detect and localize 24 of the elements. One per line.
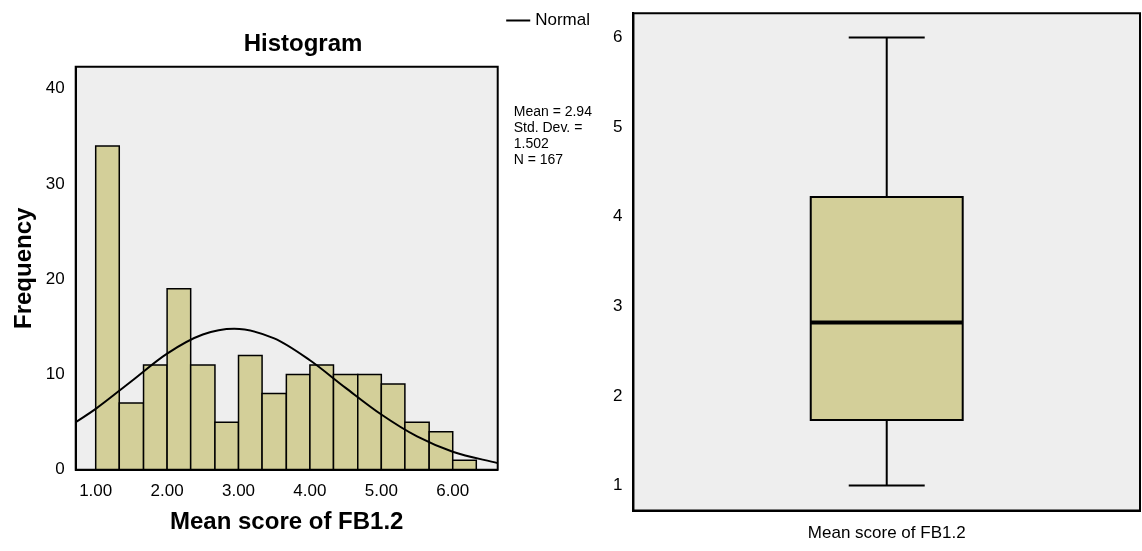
y-axis-title: Frequency: [9, 206, 37, 329]
x-tick-label: 5.00: [364, 480, 398, 500]
text: Std. Dev. = 1.502: [513, 118, 583, 151]
legend-label: Normal: [535, 10, 591, 30]
text: N = 167: [513, 150, 564, 167]
x-tick-label: 4.00: [293, 480, 327, 500]
y-tick-label: 40: [45, 78, 65, 98]
y-tick-label: 3: [612, 295, 623, 315]
y-tick-label: 1: [612, 475, 623, 495]
x-tick-label: 2.00: [150, 480, 184, 500]
x-tick-label: 3.00: [221, 480, 256, 500]
y-tick-label: 2: [612, 385, 623, 405]
y-tick-label: 10: [45, 364, 65, 384]
y-tick-label: 20: [45, 268, 65, 288]
y-tick-label: 0: [55, 459, 65, 479]
y-tick-label: 30: [45, 173, 65, 193]
x-axis-title: Mean score of FB1.2: [170, 507, 404, 535]
text: Mean = 2.94: [513, 102, 593, 119]
x-tick-label: 6.00: [436, 480, 470, 500]
y-tick-label: 6: [612, 27, 623, 47]
x-tick-label: 1.00: [79, 480, 113, 500]
chart-title: Histogram: [243, 29, 363, 57]
y-tick-label: 4: [612, 206, 623, 226]
y-tick-label: 5: [612, 116, 623, 136]
